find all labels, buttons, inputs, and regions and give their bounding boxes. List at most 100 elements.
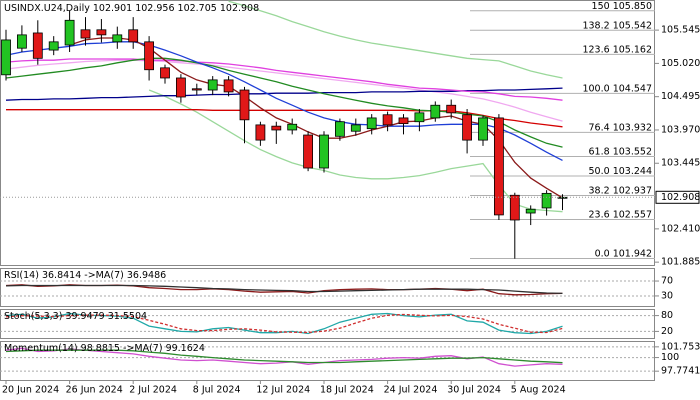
candle-body xyxy=(16,34,27,49)
candle-body xyxy=(112,34,123,43)
fib-ratio: 100.0 xyxy=(582,83,609,94)
candle-body xyxy=(191,88,202,91)
fib-label: 100.0 104.547 xyxy=(582,83,652,94)
y-tick-label: 105.545 xyxy=(661,25,700,36)
fib-ratio: 0.0 xyxy=(595,248,610,259)
indicator-value: 39.9479 xyxy=(65,311,104,322)
candle-body xyxy=(382,114,393,126)
x-tick-label: 12 Jul 2024 xyxy=(256,385,310,396)
momentum-panel xyxy=(0,341,655,381)
candle-body xyxy=(1,39,11,76)
candle-body xyxy=(446,104,457,114)
indicator-title: Momentum(14) 98.8815 ->MA(7) 99.1624 xyxy=(4,343,208,354)
candle-body xyxy=(366,117,377,130)
y-tick-label: 104.495 xyxy=(661,91,700,102)
candle-body xyxy=(509,194,520,221)
chart-title: USINDX.U24,Daily 102.901 102.956 102.705… xyxy=(4,3,259,14)
candle-body xyxy=(414,112,425,123)
ohlc-value: 102.908 xyxy=(220,3,259,14)
x-tick-label: 30 Jul 2024 xyxy=(447,385,501,396)
indicator-line xyxy=(5,313,563,334)
fib-ratio: 38.2 xyxy=(589,185,610,196)
panel-plot xyxy=(0,346,655,372)
fib-ratio: 76.4 xyxy=(589,122,610,133)
fib-ratio: 50.0 xyxy=(589,165,610,176)
indicator-line xyxy=(5,58,563,101)
ohlc-value: 102.956 xyxy=(135,3,174,14)
fib-ratio: 138.2 xyxy=(582,20,609,31)
fib-ratio: 23.6 xyxy=(589,209,610,220)
x-tick-label: 20 Jun 2024 xyxy=(2,385,59,396)
fib-ratio: 123.6 xyxy=(582,44,609,55)
stoch-panel xyxy=(0,309,655,339)
ohlc-value: 102.705 xyxy=(178,3,217,14)
x-tick-label: 26 Jun 2024 xyxy=(66,385,123,396)
x-tick-label: 24 Jul 2024 xyxy=(384,385,438,396)
fib-label: 61.8 103.552 xyxy=(589,146,652,157)
indicator-name: ->MA(7) xyxy=(123,343,163,354)
fib-label: 76.4 103.932 xyxy=(589,122,652,133)
x-tick-label: 5 Aug 2024 xyxy=(511,385,566,396)
y-tick-label: 20 xyxy=(661,326,673,337)
candle-body xyxy=(207,79,218,91)
fib-price: 105.162 xyxy=(613,44,652,55)
fib-price: 104.547 xyxy=(613,83,652,94)
y-tick-label: 103.445 xyxy=(661,158,700,169)
candle-body xyxy=(541,192,552,209)
y-tick-label: 97.7741 xyxy=(661,366,700,377)
candle-body xyxy=(80,29,91,39)
x-tick-label: 2 Jul 2024 xyxy=(129,385,177,396)
fib-price: 105.850 xyxy=(613,0,652,11)
main-panel xyxy=(0,0,655,266)
fib-ratio: 150 xyxy=(592,0,610,11)
candle-body xyxy=(478,117,488,141)
panel-plot xyxy=(0,312,655,335)
panel-plot xyxy=(0,280,655,297)
fib-label: 150 105.850 xyxy=(592,0,652,11)
candle-body xyxy=(525,208,536,214)
candle-body xyxy=(303,134,314,169)
indicator-name: Momentum(14) xyxy=(4,343,78,354)
y-tick-label: 101.885 xyxy=(661,257,700,268)
candle-body xyxy=(398,117,409,125)
fib-price: 103.244 xyxy=(613,165,652,176)
candle-body xyxy=(271,125,282,131)
current-price-box xyxy=(655,190,700,204)
indicator-line xyxy=(6,109,563,128)
y-tick-label: 101.7538 xyxy=(661,341,700,352)
indicator-line xyxy=(148,89,563,213)
fib-label: 0.0 101.942 xyxy=(595,248,652,259)
candle-body xyxy=(557,196,568,199)
current-price-label: 102.908 xyxy=(661,192,700,203)
rsi-panel xyxy=(0,268,655,307)
symbol: USINDX.U24,Daily xyxy=(4,3,90,14)
candle-body xyxy=(64,19,75,46)
candle-body xyxy=(223,79,234,93)
fib-label: 38.2 102.937 xyxy=(589,185,652,196)
candle-body xyxy=(128,29,139,43)
candle-body xyxy=(239,89,250,121)
indicator-value: 99.1624 xyxy=(166,343,205,354)
candle-body xyxy=(493,117,504,216)
indicator-title: RSI(14) 36.8414 ->MA(7) 36.9486 xyxy=(4,270,169,281)
indicator-line xyxy=(228,0,563,79)
indicator-line xyxy=(5,59,563,122)
indicator-line xyxy=(5,284,563,295)
indicator-line xyxy=(5,349,563,364)
indicator-value: 36.9486 xyxy=(127,270,166,281)
candle-body xyxy=(462,114,473,141)
candle-body xyxy=(32,32,43,59)
candle-body xyxy=(255,124,266,141)
candle-body xyxy=(48,41,59,51)
fib-price: 102.557 xyxy=(613,209,652,220)
fib-label: 23.6 102.557 xyxy=(589,209,652,220)
y-tick-label: 105.020 xyxy=(661,58,700,69)
candle-body xyxy=(160,67,170,79)
y-tick-label: 80 xyxy=(661,310,673,321)
fib-price: 105.542 xyxy=(613,20,652,31)
fib-price: 103.552 xyxy=(613,146,652,157)
candle-body xyxy=(287,123,298,131)
fib-price: 102.937 xyxy=(613,185,652,196)
fib-label: 50.0 103.244 xyxy=(589,165,652,176)
